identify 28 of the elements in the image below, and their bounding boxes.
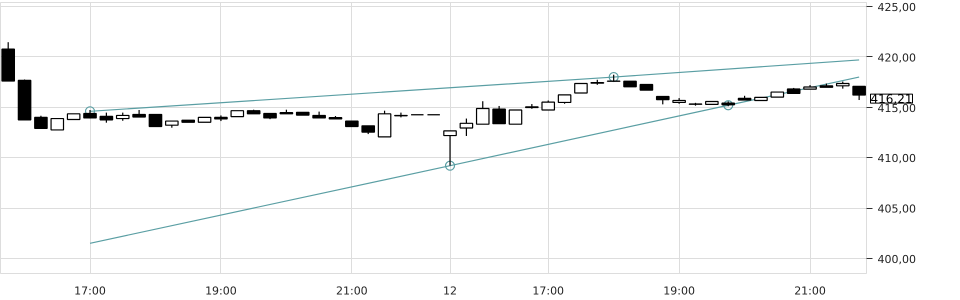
candlestick [148, 114, 162, 128]
line-series [89, 76, 860, 244]
candlestick [541, 100, 556, 111]
x-tick-label: 17:00 [74, 284, 106, 298]
candlestick [476, 100, 490, 125]
candlestick [100, 112, 114, 124]
x-tick-label: 21:00 [336, 284, 368, 298]
candlestick [50, 118, 64, 131]
point [723, 100, 734, 110]
x-tick-label: 19:00 [205, 284, 237, 298]
point [608, 72, 619, 82]
y-tick-label: 425,00 [878, 1, 916, 14]
y-tick-label: 420,00 [878, 51, 916, 64]
x-tick-label: 17:00 [532, 284, 564, 298]
candlestick [460, 118, 474, 137]
x-tick-label: 21:00 [794, 284, 826, 298]
y-tick-label: 405,00 [878, 202, 916, 216]
candlestick [378, 110, 392, 138]
candlestick [852, 86, 866, 101]
y-tick-label: 400,00 [878, 252, 916, 266]
y-tick-label: 410,00 [878, 152, 916, 166]
candlestick [574, 82, 588, 94]
point [444, 160, 456, 171]
candlestick [34, 115, 48, 130]
x-tick-label: 19:00 [663, 284, 695, 298]
x-tick-label: 12 [443, 284, 458, 298]
candlestick [508, 109, 522, 125]
candlestick [492, 105, 506, 124]
